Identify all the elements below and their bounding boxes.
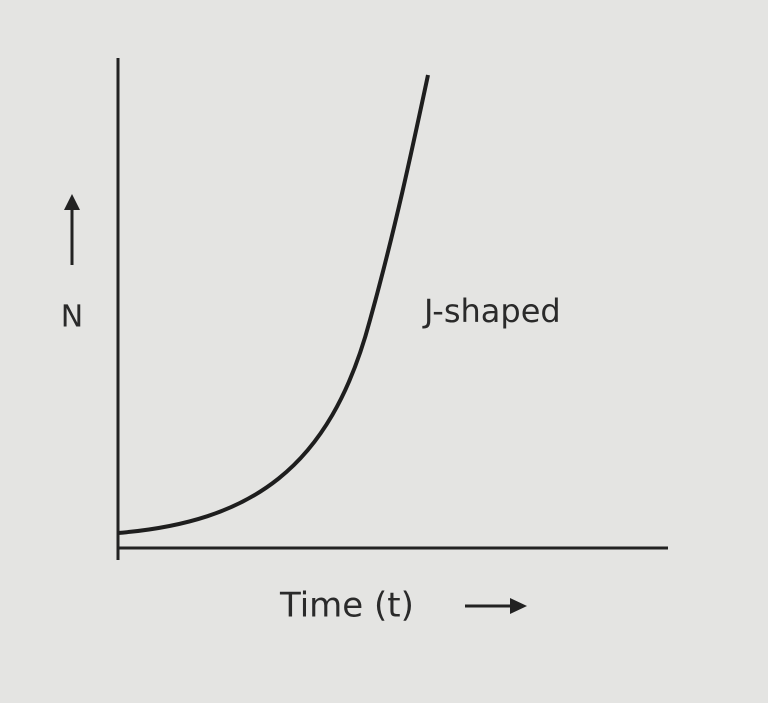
curve-label: J-shaped: [422, 292, 561, 330]
y-label: N: [61, 300, 83, 335]
x-arrow-head: [510, 598, 527, 614]
x-label: Time (t): [279, 586, 414, 626]
j-curve: [117, 74, 430, 535]
y-arrow-head: [64, 194, 80, 210]
